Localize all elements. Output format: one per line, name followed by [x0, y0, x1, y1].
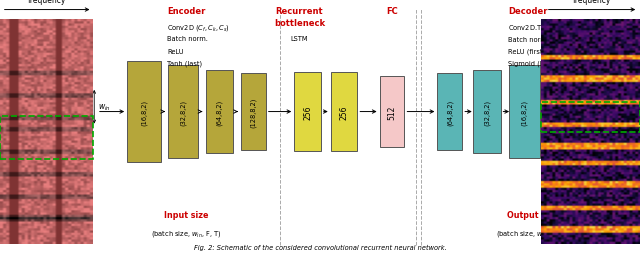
Text: Encoder: Encoder [167, 7, 205, 16]
Text: FC: FC [386, 7, 398, 16]
Bar [380, 77, 404, 147]
Text: (128,8,2): (128,8,2) [250, 97, 257, 127]
Text: LSTM: LSTM [291, 36, 308, 42]
Bar [206, 71, 234, 154]
Text: 256: 256 [339, 105, 349, 119]
Text: (16,8,2): (16,8,2) [141, 99, 147, 125]
Text: (16,8,2): (16,8,2) [521, 99, 528, 125]
Text: Batch norm.: Batch norm. [167, 36, 208, 42]
Text: Batch norm. (first 3): Batch norm. (first 3) [508, 36, 576, 43]
Text: frequency: frequency [573, 0, 611, 5]
Text: Input size: Input size [164, 210, 209, 219]
Text: Conv2D.T ($C_f, C_k, C_s$): Conv2D.T ($C_f, C_k, C_s$) [508, 22, 577, 33]
Text: Tanh (last): Tanh (last) [167, 61, 202, 67]
Text: ($w_{out}$,8,2): ($w_{out}$,8,2) [561, 96, 570, 128]
Text: frequency: frequency [28, 0, 67, 5]
Text: Recurrent: Recurrent [276, 7, 323, 16]
Bar [241, 74, 266, 150]
Bar [294, 73, 321, 152]
Text: (batch size, $w_{in}$, F, T): (batch size, $w_{in}$, F, T) [152, 228, 222, 238]
Text: $w_{out}$: $w_{out}$ [546, 106, 563, 117]
Text: 256: 256 [303, 105, 312, 119]
Text: Sigmoid (last): Sigmoid (last) [508, 61, 555, 67]
Text: (64,8,2): (64,8,2) [216, 99, 223, 125]
Text: Output size: Output size [508, 210, 559, 219]
Text: ReLU (first 3): ReLU (first 3) [508, 49, 552, 55]
Bar [127, 62, 161, 163]
Text: $w_{in}$: $w_{in}$ [98, 103, 111, 113]
Text: Conv2D ($C_f, C_k, C_s$): Conv2D ($C_f, C_k, C_s$) [167, 22, 230, 33]
Text: (32,8,2): (32,8,2) [484, 99, 490, 125]
Bar [548, 62, 582, 163]
Text: (64,8,2): (64,8,2) [447, 99, 453, 125]
Bar [331, 73, 357, 152]
Text: (batch size, $w_{out}$, F, T): (batch size, $w_{out}$, F, T) [497, 228, 570, 238]
Text: Fig. 2: Schematic of the considered convolutional recurrent neural network.: Fig. 2: Schematic of the considered conv… [194, 244, 446, 250]
Text: 512: 512 [387, 105, 397, 119]
Bar [437, 74, 462, 150]
Text: ReLU: ReLU [167, 49, 184, 54]
Bar [474, 71, 501, 154]
Bar [0, 116, 93, 159]
Text: bottleneck: bottleneck [274, 19, 325, 28]
Text: (32,8,2): (32,8,2) [180, 99, 186, 125]
Text: Decoder: Decoder [508, 7, 548, 16]
Bar [168, 66, 198, 158]
Bar [509, 66, 540, 158]
Bar [541, 103, 640, 132]
